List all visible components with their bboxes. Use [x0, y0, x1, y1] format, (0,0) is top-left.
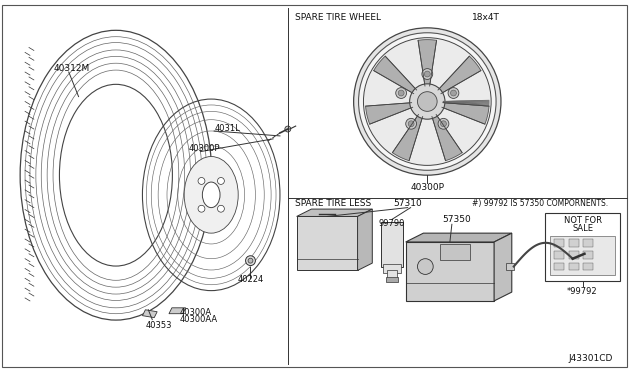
Bar — [554, 263, 564, 270]
Text: J43301CD: J43301CD — [568, 355, 613, 363]
Polygon shape — [297, 209, 372, 217]
Text: 40300P: 40300P — [410, 183, 444, 192]
Bar — [383, 264, 401, 273]
Polygon shape — [443, 102, 489, 105]
Ellipse shape — [184, 157, 238, 233]
Text: 57350: 57350 — [442, 215, 471, 224]
Polygon shape — [443, 102, 489, 103]
Text: 40353: 40353 — [145, 321, 172, 330]
Polygon shape — [143, 310, 157, 318]
Circle shape — [218, 205, 225, 212]
Bar — [584, 239, 593, 247]
Text: NOT FOR: NOT FOR — [563, 216, 602, 225]
Circle shape — [364, 38, 491, 166]
Polygon shape — [406, 233, 512, 242]
Circle shape — [582, 251, 587, 256]
Circle shape — [406, 118, 417, 129]
Polygon shape — [392, 115, 422, 161]
Circle shape — [398, 90, 404, 96]
Circle shape — [440, 121, 447, 127]
Text: 40224: 40224 — [237, 275, 264, 284]
Circle shape — [354, 28, 501, 175]
Circle shape — [198, 205, 205, 212]
Polygon shape — [442, 103, 489, 124]
Circle shape — [408, 121, 414, 127]
Text: SALE: SALE — [572, 224, 593, 233]
Circle shape — [248, 258, 253, 263]
Circle shape — [358, 33, 496, 170]
Bar — [386, 278, 398, 282]
Bar — [381, 222, 403, 267]
Text: 18x4T: 18x4T — [472, 13, 499, 22]
Ellipse shape — [202, 182, 220, 208]
Bar — [554, 239, 564, 247]
Circle shape — [438, 118, 449, 129]
Circle shape — [417, 259, 433, 275]
Text: #) 99792 IS 57350 COMPORNENTS.: #) 99792 IS 57350 COMPORNENTS. — [472, 199, 607, 208]
Bar — [554, 251, 564, 259]
Text: 40300AA: 40300AA — [180, 315, 218, 324]
Bar — [506, 263, 514, 270]
Polygon shape — [443, 100, 489, 101]
Bar — [569, 239, 579, 247]
Bar — [545, 212, 620, 281]
Polygon shape — [443, 101, 489, 102]
Text: 40312M: 40312M — [54, 64, 90, 73]
Bar — [569, 263, 579, 270]
Polygon shape — [169, 308, 186, 314]
Bar — [584, 251, 593, 259]
Circle shape — [410, 84, 445, 119]
Circle shape — [218, 177, 225, 185]
Polygon shape — [365, 103, 413, 124]
Circle shape — [198, 177, 205, 185]
Bar — [569, 251, 579, 259]
Text: SPARE TIRE WHEEL: SPARE TIRE WHEEL — [294, 13, 381, 22]
Polygon shape — [374, 56, 417, 94]
Circle shape — [246, 256, 255, 266]
Circle shape — [451, 90, 456, 96]
Bar — [550, 236, 615, 275]
Text: SPARE TIRE LESS: SPARE TIRE LESS — [294, 199, 371, 208]
Text: 4031L: 4031L — [214, 124, 240, 132]
Polygon shape — [494, 233, 512, 301]
Ellipse shape — [60, 84, 172, 266]
Circle shape — [417, 92, 437, 111]
Polygon shape — [443, 102, 489, 105]
Text: 99790: 99790 — [379, 219, 405, 228]
Circle shape — [396, 88, 406, 99]
Text: *99792: *99792 — [567, 286, 598, 296]
Text: 40300P: 40300P — [189, 144, 220, 153]
Polygon shape — [443, 103, 489, 106]
Circle shape — [448, 88, 459, 99]
Polygon shape — [443, 102, 489, 103]
Bar — [297, 217, 358, 270]
Polygon shape — [432, 115, 462, 161]
Polygon shape — [438, 56, 481, 94]
Circle shape — [424, 71, 430, 77]
Bar — [387, 270, 397, 278]
Text: 40300A: 40300A — [180, 308, 212, 317]
Circle shape — [422, 68, 433, 79]
Text: 57310: 57310 — [393, 199, 422, 208]
Circle shape — [285, 126, 291, 132]
Polygon shape — [358, 209, 372, 270]
Bar — [406, 242, 494, 301]
Polygon shape — [418, 40, 436, 86]
Bar — [440, 244, 470, 260]
Bar — [584, 263, 593, 270]
